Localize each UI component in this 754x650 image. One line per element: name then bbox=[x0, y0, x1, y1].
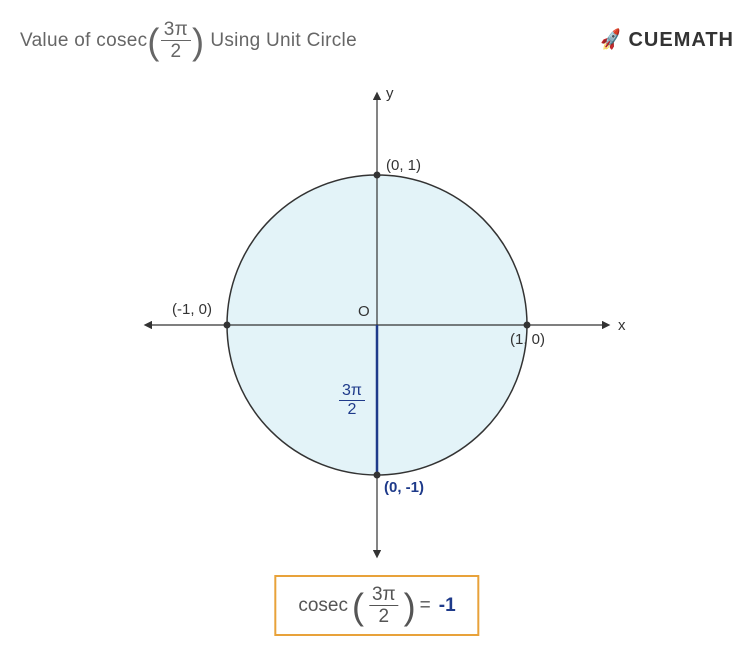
title-fraction: 3π 2 bbox=[161, 20, 191, 61]
label-left: (-1, 0) bbox=[172, 301, 212, 318]
y-axis-label: y bbox=[386, 85, 394, 102]
point-top bbox=[374, 172, 381, 179]
diagram-svg bbox=[0, 75, 754, 565]
point-bottom bbox=[374, 472, 381, 479]
angle-label: 3π 2 bbox=[338, 383, 366, 418]
paren-right: ) bbox=[192, 28, 204, 57]
title-suffix: Using Unit Circle bbox=[210, 30, 357, 52]
logo-text: CUEMATH bbox=[628, 29, 734, 52]
x-axis-label: x bbox=[618, 317, 626, 334]
result-box: cosec ( 3π 2 ) = -1 bbox=[274, 575, 479, 636]
title-prefix: Value of cosec bbox=[20, 30, 147, 52]
label-right: (1, 0) bbox=[510, 331, 545, 348]
result-paren-left: ( bbox=[352, 593, 364, 622]
label-bottom: (0, -1) bbox=[384, 479, 424, 496]
page-title: Value of cosec ( 3π 2 ) Using Unit Circl… bbox=[20, 20, 357, 61]
unit-circle-diagram: y x O (0, 1) (1, 0) (-1, 0) (0, -1) 3π 2 bbox=[0, 75, 754, 565]
rocket-icon: 🚀 bbox=[598, 28, 624, 53]
brand-logo: 🚀 CUEMATH bbox=[600, 29, 734, 52]
result-fraction: 3π 2 bbox=[369, 585, 399, 626]
result-func: cosec bbox=[298, 595, 348, 617]
point-right bbox=[524, 322, 531, 329]
origin-label: O bbox=[358, 303, 370, 320]
label-top: (0, 1) bbox=[386, 157, 421, 174]
paren-left: ( bbox=[147, 28, 159, 57]
result-value: -1 bbox=[439, 595, 456, 617]
point-left bbox=[224, 322, 231, 329]
result-equals: = bbox=[420, 595, 431, 617]
result-paren-right: ) bbox=[404, 593, 416, 622]
angle-fraction: 3π 2 bbox=[339, 383, 365, 418]
